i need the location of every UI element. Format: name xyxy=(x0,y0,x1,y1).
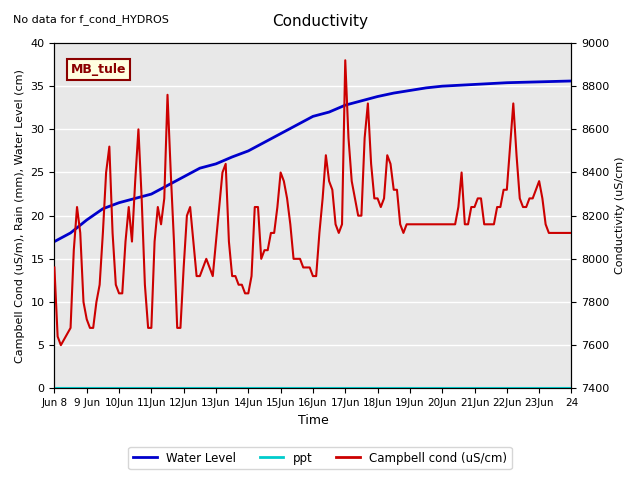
X-axis label: Time: Time xyxy=(298,414,328,427)
Y-axis label: Conductivity (uS/cm): Conductivity (uS/cm) xyxy=(615,157,625,275)
Legend: Water Level, ppt, Campbell cond (uS/cm): Water Level, ppt, Campbell cond (uS/cm) xyxy=(128,447,512,469)
Text: Conductivity: Conductivity xyxy=(272,14,368,29)
Text: MB_tule: MB_tule xyxy=(70,63,126,76)
Text: No data for f_cond_HYDROS: No data for f_cond_HYDROS xyxy=(13,14,169,25)
Y-axis label: Campbell Cond (uS/m), Rain (mm), Water Level (cm): Campbell Cond (uS/m), Rain (mm), Water L… xyxy=(15,69,25,362)
